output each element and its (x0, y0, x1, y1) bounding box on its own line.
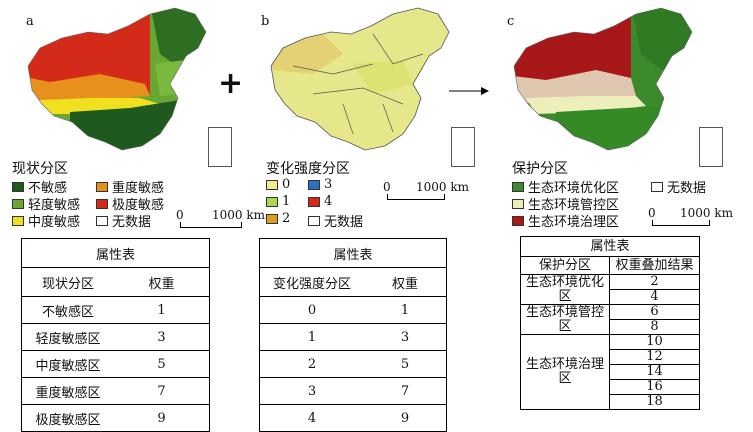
map-b-change-intensity (253, 4, 468, 154)
scale-bar-c (652, 220, 710, 226)
table-row-cell: 极度敏感区 (21, 404, 114, 432)
table-value-cell: 6 (609, 304, 700, 320)
table-row-cell: 1 (364, 296, 447, 324)
table-value-cell: 10 (609, 334, 700, 350)
table-c-header: 权重叠加结果 (609, 256, 700, 275)
south-china-sea-inset-a (208, 127, 232, 167)
table-row-cell: 0 (259, 296, 364, 324)
table-row-cell: 5 (114, 350, 210, 378)
legend-swatch (308, 196, 320, 207)
table-zone-cell: 生态环境管控区 (520, 304, 610, 335)
south-china-sea-inset-b (451, 127, 475, 167)
legend-swatch (266, 179, 278, 190)
scale-b-label: 1000 km (416, 180, 470, 194)
table-c-header: 保护分区 (520, 256, 610, 275)
legend-c-item: 生态环境优化区 (512, 177, 619, 196)
table-row-cell: 3 (364, 323, 447, 351)
legend-a-item: 极度敏感 (96, 194, 164, 213)
panel-b-letter: b (261, 14, 270, 29)
table-zone-cell: 生态环境治理区 (520, 334, 610, 410)
legend-swatch (12, 181, 24, 192)
arrow-operator (449, 82, 489, 95)
table-value-cell: 14 (609, 364, 700, 380)
table-row-cell: 9 (364, 404, 447, 432)
table-row-cell: 不敏感区 (21, 296, 114, 324)
panel-c-letter: c (507, 14, 515, 29)
legend-c-item: 无数据 (651, 177, 706, 196)
legend-swatch (266, 196, 278, 207)
table-value-cell: 12 (609, 349, 700, 365)
table-row-cell: 1 (114, 296, 210, 324)
scale-c-zero: 0 (648, 206, 656, 220)
scale-a-zero: 0 (176, 208, 184, 222)
attribute-table-a: 属性表 现状分区 权重 不敏感区 1 轻度敏感区 3 中度敏感区 5 重度敏感区 7 极度… (21, 238, 210, 432)
table-row-cell: 轻度敏感区 (21, 323, 114, 351)
legend-a-item: 轻度敏感 (12, 194, 80, 213)
table-value-cell: 2 (609, 274, 700, 290)
legend-c-item: 生态环境管控区 (512, 194, 619, 213)
table-row-cell: 5 (364, 350, 447, 378)
table-b-header: 权重 (364, 267, 447, 297)
table-row-cell: 3 (114, 323, 210, 351)
scale-a-label: 1000 km (212, 208, 266, 222)
scale-b-zero: 0 (383, 180, 391, 194)
table-value-cell: 16 (609, 379, 700, 395)
legend-swatch (96, 181, 108, 192)
legend-swatch (308, 215, 320, 226)
plus-operator: + (218, 66, 244, 101)
legend-a-title: 现状分区 (12, 161, 68, 177)
table-row-cell: 7 (114, 377, 210, 405)
table-row-cell: 重度敏感区 (21, 377, 114, 405)
scale-bar-a (180, 222, 242, 228)
table-row-cell: 3 (259, 377, 364, 405)
legend-swatch (96, 215, 108, 226)
legend-swatch (651, 181, 663, 192)
legend-b-item: 2 (266, 211, 290, 226)
attribute-table-c: 属性表 保护分区 权重叠加结果 生态环境优化区 2 4 生态环境管控区 6 8 生态环… (520, 236, 700, 410)
table-b-header: 变化强度分区 (259, 267, 364, 297)
legend-b-item: 0 (266, 177, 290, 192)
table-row-cell: 1 (259, 323, 364, 351)
legend-c-item: 生态环境治理区 (512, 211, 619, 230)
legend-swatch (308, 179, 320, 190)
table-value-cell: 8 (609, 319, 700, 335)
table-c-title: 属性表 (520, 236, 700, 257)
legend-b-item: 1 (266, 194, 290, 209)
south-china-sea-inset-c (699, 127, 723, 167)
legend-a-item: 重度敏感 (96, 177, 164, 196)
legend-b-title: 变化强度分区 (266, 161, 350, 177)
table-row-cell: 中度敏感区 (21, 350, 114, 378)
table-row-cell: 2 (259, 350, 364, 378)
legend-swatch (512, 215, 524, 226)
table-row-cell: 4 (259, 404, 364, 432)
map-c-protection-zoning (496, 4, 711, 154)
scale-c-label: 1000 km (680, 206, 734, 220)
table-row-cell: 9 (114, 404, 210, 432)
legend-b-item: 4 (308, 194, 332, 209)
scale-bar-b (387, 194, 445, 200)
legend-swatch (266, 213, 278, 224)
table-a-title: 属性表 (21, 238, 210, 268)
legend-c-title: 保护分区 (512, 161, 568, 177)
panel-a-letter: a (26, 14, 34, 29)
legend-b-item: 无数据 (308, 211, 363, 230)
table-value-cell: 4 (609, 289, 700, 305)
legend-swatch (512, 181, 524, 192)
table-a-header: 权重 (114, 267, 210, 297)
table-zone-cell: 生态环境优化区 (520, 274, 610, 305)
legend-a-item: 无数据 (96, 211, 151, 230)
legend-a-item: 中度敏感 (12, 211, 80, 230)
table-row-cell: 7 (364, 377, 447, 405)
legend-swatch (512, 198, 524, 209)
table-value-cell: 18 (609, 394, 700, 410)
legend-a-item: 不敏感 (12, 177, 67, 196)
legend-swatch (12, 215, 24, 226)
map-a-current-zoning (10, 4, 225, 154)
table-b-title: 属性表 (259, 238, 447, 268)
table-a-header: 现状分区 (21, 267, 114, 297)
legend-swatch (12, 198, 24, 209)
legend-swatch (96, 198, 108, 209)
legend-b-item: 3 (308, 177, 332, 192)
